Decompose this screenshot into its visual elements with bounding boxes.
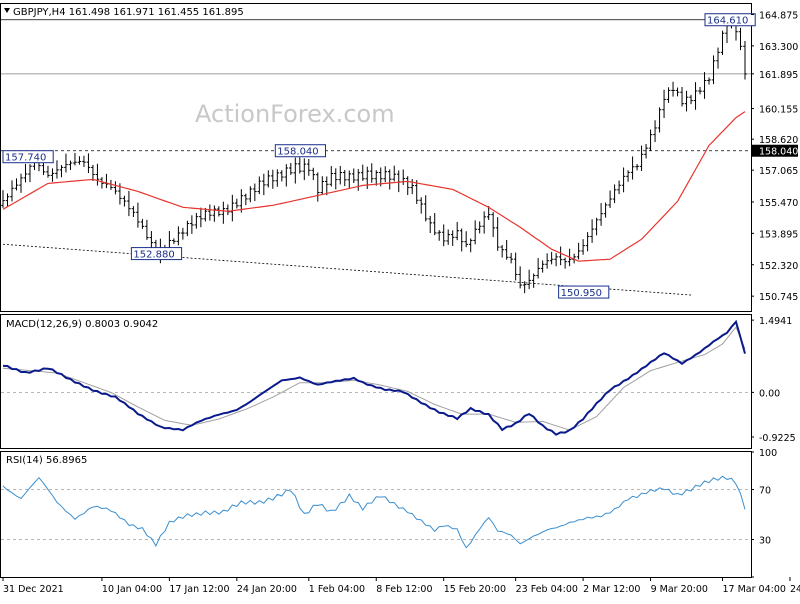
x-axis-label-1: 10 Jan 04:00 [102,584,162,595]
x-axis-label-5: 8 Feb 12:00 [376,584,432,595]
x-axis-label-9: 9 Mar 20:00 [651,584,708,595]
x-axis-label-8: 2 Mar 12:00 [583,584,640,595]
macd-main-line [2,319,746,436]
price-layer: 157.740 158.040 152.880 150.950 164.610 [1,13,756,299]
price-axis-label-10: 150.745 [759,292,798,303]
macd-axis-label-0: 1.4941 [759,316,792,327]
macd-axis-label-2: -0.9225 [759,433,796,444]
x-axis-label-4: 1 Feb 04:00 [309,584,365,595]
x-axis-label-6: 15 Feb 20:00 [444,584,506,595]
chart-header: GBPJPY,H4 161.498 161.971 161.455 161.89… [13,7,244,18]
annotation-label-1: 158.040 [277,147,318,158]
annotation-box-3 [558,285,610,299]
annotation-box-2 [130,247,183,261]
annotation-label-3: 150.950 [561,288,602,299]
x-axis-label-7: 23 Feb 04:00 [516,584,578,595]
annotation-label-4: 164.610 [707,16,748,27]
price-axis-label-1: 163.300 [759,42,798,53]
x-axis-label-3: 24 Jan 20:00 [237,584,297,595]
price-axis-label-2: 161.895 [759,70,798,81]
price-axis-label-3: 160.155 [759,105,798,116]
annotation-box-1 [274,144,327,158]
rsi-axis-label-2: 30 [759,536,771,547]
price-axis-label-0: 164.875 [759,10,798,21]
annotation-label-0: 157.740 [5,153,46,164]
macd-signal-line [2,326,746,431]
rsi-panel [0,451,752,578]
symbol-marker-icon [4,8,10,13]
price-axis-label-4: 158.620 [759,135,798,146]
moving-average-line [2,111,746,262]
x-axis-label-10: 17 Mar 04:00 [723,584,786,595]
annotation-box-4 [704,13,756,27]
rsi-axis-label-1: 70 [759,486,771,497]
x-axis-label-0: 31 Dec 2021 [3,584,64,595]
annotation-label-2: 152.880 [133,250,174,261]
price-axis-label-6: 157.065 [759,166,798,177]
axis-layer: 164.875163.300161.895160.155158.620158.0… [2,10,800,595]
price-axis-badge-5 [752,144,798,157]
price-panel [0,3,752,312]
macd-label: MACD(12,26,9) 0.8003 0.9042 [6,319,158,330]
price-axis-label-9: 152.320 [759,261,798,272]
x-axis-label-2: 17 Jan 12:00 [169,584,229,595]
macd-axis-label-1: 0.00 [759,388,780,399]
macd-layer [1,319,751,436]
macd-panel [0,314,752,449]
rsi-line [2,475,746,549]
rsi-label: RSI(14) 56.8965 [6,455,87,466]
watermark-text: ActionForex.com [195,100,395,128]
trendline [2,243,692,296]
price-axis-badge-2 [752,67,798,80]
price-axis-label-5: 158.040 [759,147,798,158]
rsi-layer [1,475,751,549]
price-axis-label-8: 153.895 [759,229,798,240]
price-axis-label-7: 155.470 [759,198,798,209]
rsi-axis-label-0: 100 [759,448,777,459]
x-axis-label-11: 24 Mar 12:00 [790,584,800,595]
annotation-box-0 [2,150,54,164]
